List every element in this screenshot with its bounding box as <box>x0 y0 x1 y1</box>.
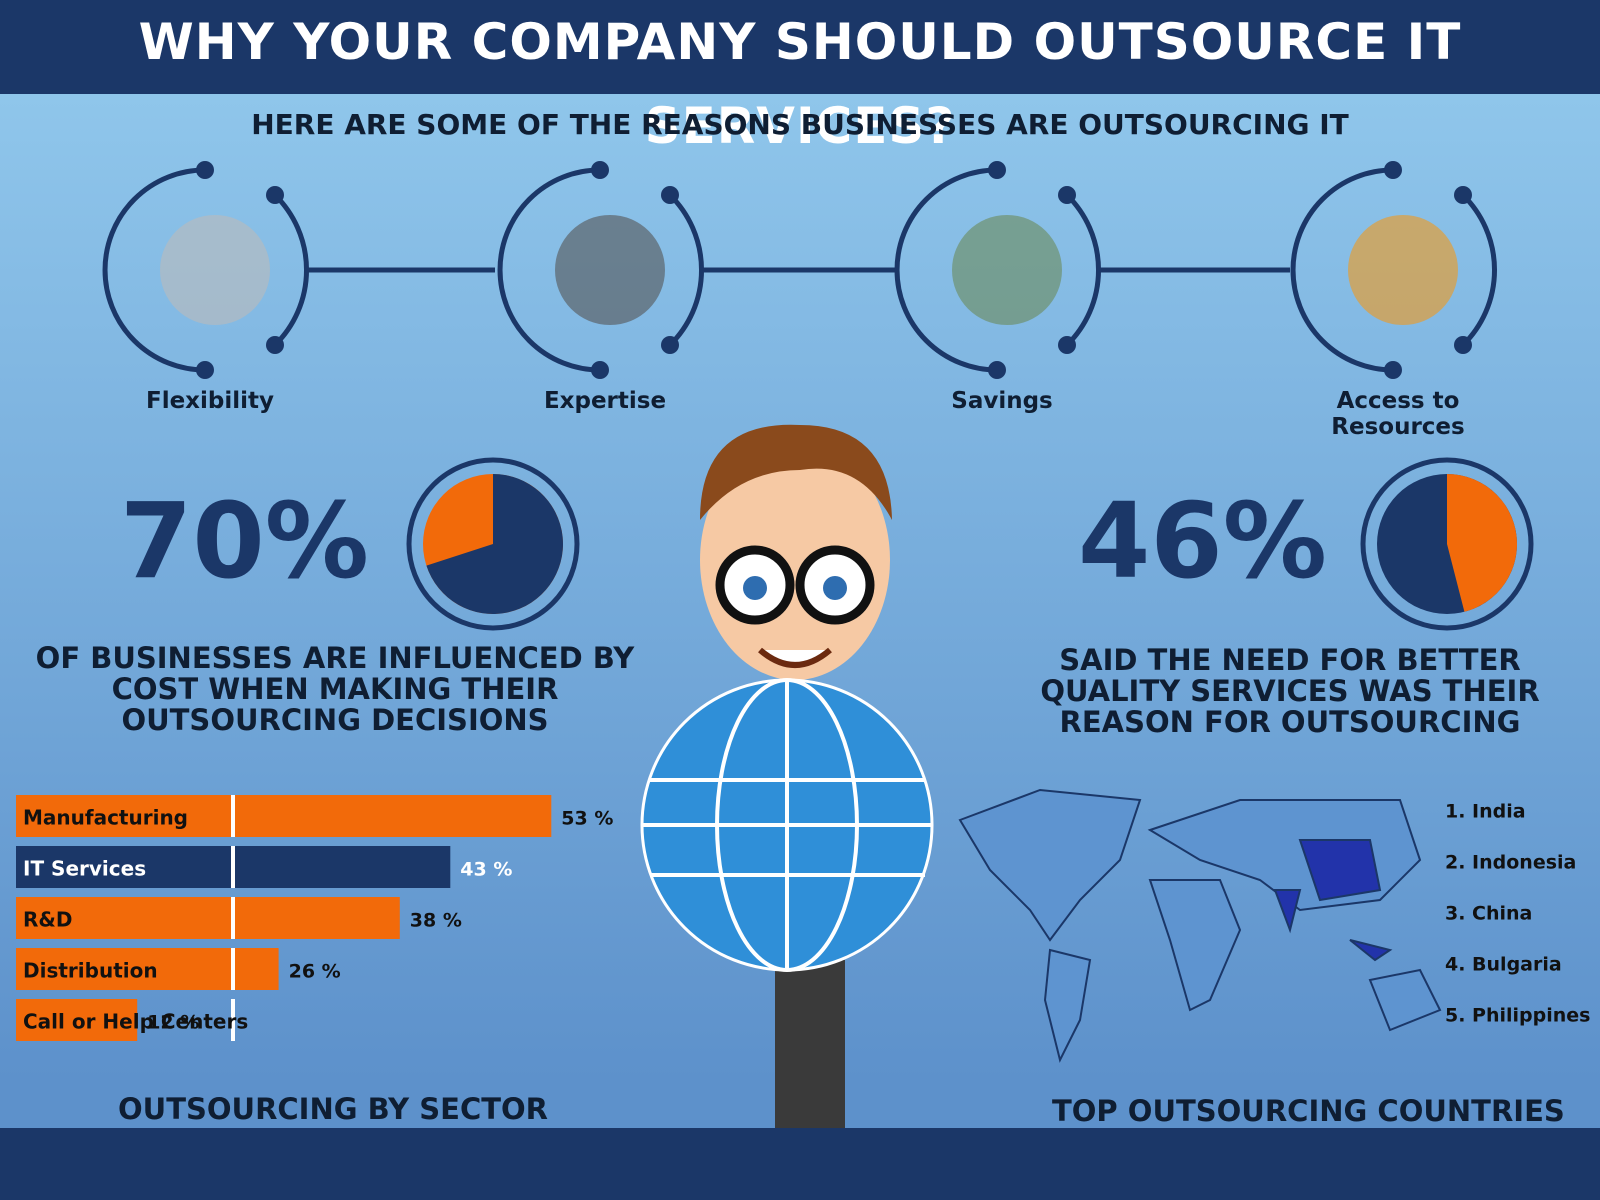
icon <box>1348 215 1458 325</box>
bar-title: OUTSOURCING BY SECTOR <box>118 1092 549 1126</box>
icon-ring <box>273 193 310 347</box>
icon <box>555 215 665 325</box>
country-item: 3. China <box>1445 903 1532 925</box>
ring-dot <box>196 161 214 179</box>
country-item: 5. Philippines <box>1445 1005 1590 1027</box>
reason-label: Expertise <box>543 388 667 414</box>
footer-bar <box>0 1128 1600 1200</box>
country-item: 4. Bulgaria <box>1445 954 1562 976</box>
ring-dot <box>266 336 284 354</box>
reason-label: Flexibility <box>145 388 275 414</box>
ring-dot <box>1058 336 1076 354</box>
ring-dot <box>591 361 609 379</box>
ring-dot <box>661 186 679 204</box>
bar <box>16 999 138 1041</box>
bar-category: IT Services <box>23 857 146 881</box>
header-title: WHY YOUR COMPANY SHOULD OUTSOURCE IT SER… <box>0 0 1600 155</box>
icon-ring <box>668 193 705 347</box>
country-item: 2. Indonesia <box>1445 852 1576 874</box>
ring-dot <box>1454 186 1472 204</box>
icon-ring <box>894 167 998 373</box>
ring-dot <box>1058 186 1076 204</box>
reason-label: Access to Resources <box>1331 388 1465 440</box>
ring-dot <box>988 361 1006 379</box>
ring-dot <box>988 161 1006 179</box>
ring-dot <box>196 361 214 379</box>
stat-caption: OF BUSINESSES ARE INFLUENCED BY COST WHE… <box>35 641 635 737</box>
bar-category: Call or Help Centers <box>23 1010 248 1034</box>
icon-ring <box>1461 193 1498 347</box>
bar <box>16 897 400 939</box>
countries-title: TOP OUTSOURCING COUNTRIES <box>1052 1094 1565 1128</box>
icon <box>952 215 1062 325</box>
stat-caption: SAID THE NEED FOR BETTER QUALITY SERVICE… <box>1040 643 1540 739</box>
icon-ring <box>497 167 601 373</box>
character <box>640 424 934 1160</box>
ring-dot <box>591 161 609 179</box>
icon-ring <box>102 167 206 373</box>
world-map <box>958 788 1442 1063</box>
stat-value: 70% <box>120 480 369 602</box>
bar-value-label: 43 % <box>460 859 512 881</box>
pie-slice <box>1447 474 1517 612</box>
pie-ring <box>1360 457 1534 631</box>
ring-dot <box>1384 161 1402 179</box>
country-item: 1. India <box>1445 801 1526 823</box>
ring-dot <box>1384 361 1402 379</box>
pie-slice <box>426 474 564 614</box>
bar-value-label: 38 % <box>410 910 462 932</box>
bar-value-label: 26 % <box>289 961 341 983</box>
bar-value-label: 12 % <box>147 1012 199 1034</box>
bar <box>16 795 552 837</box>
bar-category: R&D <box>23 908 72 932</box>
bar-category: Distribution <box>23 959 158 983</box>
ring-dot <box>661 336 679 354</box>
ring-dot <box>1454 336 1472 354</box>
stat-value: 46% <box>1078 480 1327 602</box>
bar-category: Manufacturing <box>23 806 188 830</box>
bar-value-label: 53 % <box>561 808 613 830</box>
icon-ring <box>1065 193 1102 347</box>
pie-ring <box>406 457 580 631</box>
subtitle: HERE ARE SOME OF THE REASONS BUSINESSES … <box>251 108 1349 141</box>
reason-label: Savings <box>951 388 1053 414</box>
ring-dot <box>266 186 284 204</box>
icon <box>160 215 270 325</box>
icon-ring <box>1290 167 1394 373</box>
